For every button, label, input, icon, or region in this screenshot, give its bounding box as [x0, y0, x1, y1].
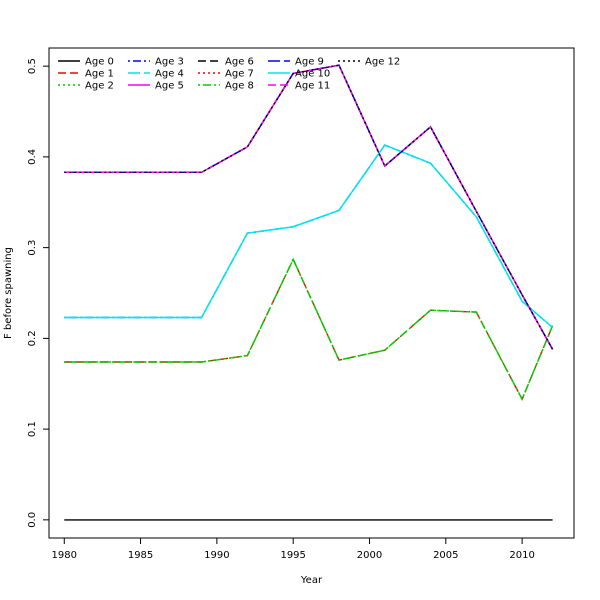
legend-label-4: Age 4 [155, 69, 184, 80]
legend-label-2: Age 2 [85, 81, 114, 92]
series-line-age-12 [64, 64, 554, 350]
legend-label-6: Age 6 [225, 57, 254, 68]
series-line-age-9 [64, 64, 554, 350]
plot-frame [48, 47, 575, 539]
y-tick-label-2: 0.2 [27, 330, 38, 346]
x-tick-label-4: 2000 [357, 550, 382, 561]
x-tick-label-0: 1980 [52, 550, 77, 561]
legend-label-3: Age 3 [155, 57, 184, 68]
legend-label-10: Age 10 [295, 69, 330, 80]
x-tick-label-2: 1990 [204, 550, 229, 561]
x-tick-label-1: 1985 [128, 550, 153, 561]
x-tick-label-5: 2005 [433, 550, 458, 561]
x-tick-label-6: 2010 [509, 550, 534, 561]
y-tick-label-3: 0.3 [27, 240, 38, 256]
legend-label-9: Age 9 [295, 57, 324, 68]
legend-label-12: Age 12 [365, 57, 400, 68]
y-tick-label-4: 0.4 [27, 149, 38, 165]
legend-label-8: Age 8 [225, 81, 254, 92]
y-tick-label-5: 0.5 [27, 58, 38, 74]
x-axis-title: Year [300, 575, 323, 586]
legend-label-0: Age 0 [85, 57, 114, 68]
y-axis: 0.0 0.1 0.2 0.3 0.4 0.5 [27, 58, 49, 528]
legend-label-7: Age 7 [225, 69, 254, 80]
y-tick-label-0: 0.0 [27, 512, 38, 528]
y-axis-title: F before spawning [3, 247, 14, 339]
legend-label-1: Age 1 [85, 69, 114, 80]
series-line-age-10 [64, 144, 554, 329]
series-layer [64, 64, 554, 521]
legend-label-11: Age 11 [295, 81, 330, 92]
x-tick-label-3: 1995 [280, 550, 305, 561]
y-tick-label-1: 0.1 [27, 421, 38, 437]
series-line-age-8 [64, 257, 554, 401]
legend-label-5: Age 5 [155, 81, 184, 92]
x-axis: 1980 1985 1990 1995 2000 2005 2010 [52, 538, 535, 561]
